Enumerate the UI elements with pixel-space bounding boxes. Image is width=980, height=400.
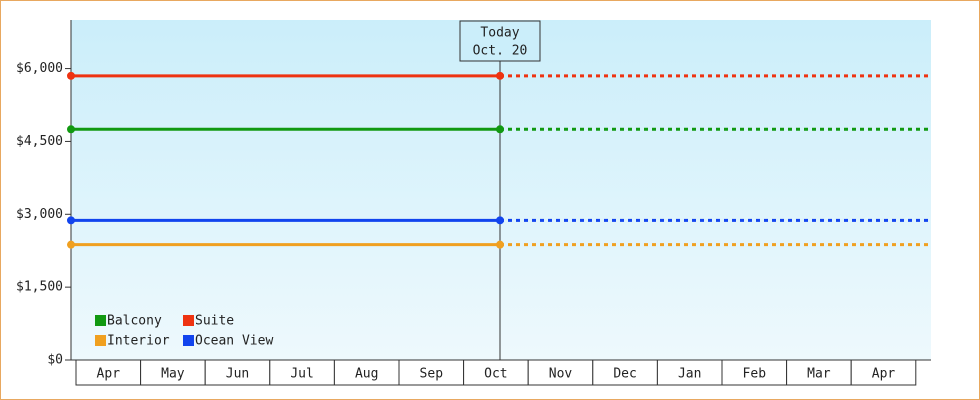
x-tick-box: [204, 359, 271, 386]
x-tick-box: [398, 359, 465, 386]
x-tick-label: Aug: [355, 367, 378, 382]
point: [496, 71, 504, 80]
point: [67, 125, 75, 134]
x-tick-label: Feb: [743, 367, 767, 382]
x-tick-label: Apr: [872, 367, 896, 382]
x-tick-box: [140, 359, 206, 386]
y-tick-label: $1,500: [16, 280, 63, 295]
y-tick-label: $4,500: [16, 134, 63, 149]
today-title: Today: [480, 26, 519, 41]
today-date: Oct. 20: [473, 44, 528, 59]
x-tick-label: Mar: [807, 367, 831, 382]
y-tick-label: $0: [47, 353, 63, 368]
x-tick-label: Jan: [678, 367, 701, 382]
y-tick-label: $6,000: [16, 61, 63, 76]
x-tick-label: Apr: [97, 367, 121, 382]
legend-label: Balcony: [107, 314, 162, 329]
x-tick-label: Sep: [420, 367, 444, 382]
x-tick-box: [721, 359, 788, 386]
x-tick-label: May: [161, 367, 185, 382]
legend-swatch: [95, 315, 106, 326]
point: [67, 71, 75, 80]
x-tick-label: Jun: [226, 367, 249, 382]
point: [496, 216, 504, 225]
point: [496, 240, 504, 249]
x-tick-label: Jul: [290, 367, 313, 382]
x-tick-box: [75, 359, 142, 386]
plot-area: [71, 20, 931, 360]
point: [67, 240, 75, 249]
today-box: [459, 20, 541, 62]
legend-swatch: [95, 335, 106, 346]
x-tick-box: [269, 359, 335, 386]
y-tick-label: $3,000: [16, 207, 63, 222]
x-tick-label: Nov: [549, 367, 573, 382]
x-tick-label: Oct: [484, 367, 507, 382]
x-tick-box: [333, 359, 400, 386]
legend-swatch: [183, 335, 194, 346]
point: [496, 125, 504, 134]
legend-label: Suite: [195, 314, 234, 329]
x-tick-box: [592, 359, 658, 386]
legend-label: Ocean View: [195, 334, 273, 349]
x-tick-box: [850, 359, 917, 386]
legend-swatch: [183, 315, 194, 326]
point: [67, 216, 75, 225]
x-tick-label: Dec: [613, 367, 636, 382]
legend-label: Interior: [107, 334, 170, 349]
